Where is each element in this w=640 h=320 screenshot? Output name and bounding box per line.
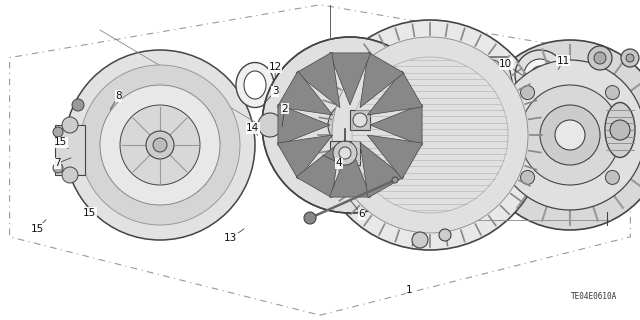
Circle shape (332, 37, 528, 233)
Text: 15: 15 (31, 224, 44, 234)
Polygon shape (360, 142, 404, 198)
Circle shape (524, 59, 556, 91)
Bar (350, 110, 370, 130)
Circle shape (153, 138, 167, 152)
Text: TE04E0610A: TE04E0610A (572, 292, 618, 301)
Text: 13: 13 (224, 233, 237, 244)
Circle shape (262, 37, 438, 213)
Circle shape (120, 105, 200, 185)
Bar (330, 141, 360, 165)
Circle shape (304, 212, 316, 224)
Circle shape (258, 113, 282, 137)
Text: 10: 10 (499, 59, 512, 69)
Circle shape (80, 65, 240, 225)
Polygon shape (277, 71, 333, 115)
Circle shape (62, 117, 78, 133)
Circle shape (455, 65, 495, 105)
Circle shape (540, 105, 600, 165)
Circle shape (65, 50, 255, 240)
Circle shape (475, 40, 640, 230)
Circle shape (439, 229, 451, 241)
Circle shape (486, 60, 500, 74)
Circle shape (486, 96, 500, 110)
Polygon shape (437, 57, 513, 113)
Text: 6: 6 (358, 209, 365, 220)
Text: 8: 8 (115, 91, 122, 101)
Circle shape (353, 113, 367, 127)
Circle shape (328, 103, 372, 147)
Circle shape (520, 85, 534, 100)
Circle shape (53, 127, 63, 137)
Circle shape (594, 52, 606, 64)
Circle shape (450, 60, 464, 74)
Circle shape (276, 63, 320, 107)
Circle shape (412, 232, 428, 248)
Polygon shape (370, 104, 422, 146)
Text: 4: 4 (336, 158, 342, 168)
Circle shape (339, 147, 351, 159)
Circle shape (520, 171, 534, 184)
Ellipse shape (244, 71, 266, 99)
Circle shape (333, 141, 357, 165)
Text: 11: 11 (557, 56, 570, 66)
Ellipse shape (605, 102, 635, 157)
Circle shape (555, 120, 585, 150)
Text: 12: 12 (269, 62, 282, 72)
Circle shape (495, 60, 640, 210)
Circle shape (53, 163, 63, 173)
Circle shape (315, 20, 545, 250)
Ellipse shape (236, 62, 274, 108)
Circle shape (621, 49, 639, 67)
Polygon shape (329, 145, 371, 197)
Bar (55, 125, 85, 175)
Circle shape (72, 99, 84, 111)
Circle shape (418, 113, 442, 137)
Polygon shape (360, 52, 404, 108)
Circle shape (463, 73, 487, 97)
Polygon shape (296, 142, 340, 198)
Circle shape (610, 120, 630, 140)
Text: 15: 15 (54, 137, 67, 148)
Text: 14: 14 (246, 123, 259, 133)
Circle shape (531, 66, 549, 84)
Text: 1: 1 (406, 284, 413, 295)
Text: 2: 2 (282, 104, 288, 114)
Circle shape (338, 113, 362, 137)
Polygon shape (277, 135, 333, 179)
Circle shape (450, 96, 464, 110)
Polygon shape (367, 135, 423, 179)
Text: 7: 7 (54, 158, 61, 168)
Circle shape (285, 72, 311, 98)
Polygon shape (296, 52, 340, 108)
Text: 15: 15 (83, 208, 96, 218)
Circle shape (588, 46, 612, 70)
Polygon shape (367, 71, 423, 115)
Circle shape (605, 171, 620, 184)
Circle shape (520, 85, 620, 185)
Circle shape (626, 54, 634, 62)
Circle shape (146, 131, 174, 159)
Circle shape (392, 177, 398, 183)
Circle shape (515, 50, 565, 100)
Polygon shape (329, 53, 371, 105)
Circle shape (390, 90, 400, 100)
Polygon shape (278, 104, 330, 146)
Circle shape (62, 167, 78, 183)
Circle shape (100, 85, 220, 205)
Text: 3: 3 (272, 86, 278, 96)
Circle shape (605, 85, 620, 100)
